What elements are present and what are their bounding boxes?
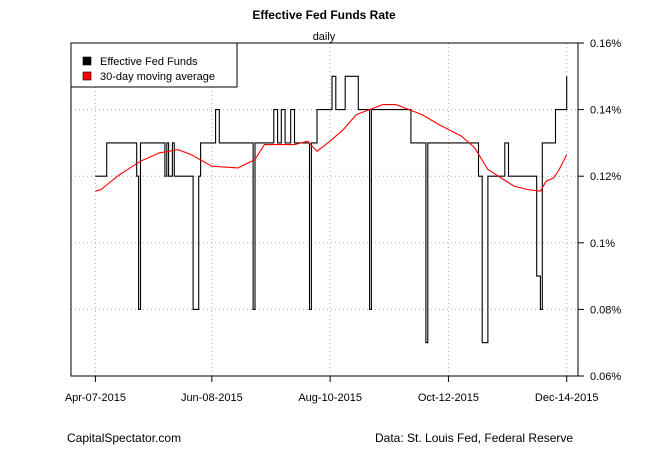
legend-label-moving-average: 30-day moving average [100, 71, 215, 83]
y-tick-label: 0.06% [590, 371, 621, 383]
series-effective-fed-funds-line [95, 75, 568, 344]
grid [71, 42, 578, 377]
y-tick-label: 0.16% [590, 38, 621, 50]
y-tick-label: 0.08% [590, 304, 621, 316]
chart-subtitle: daily [313, 31, 336, 43]
legend: Effective Fed Funds 30-day moving averag… [70, 42, 238, 88]
footer-source-site: CapitalSpectator.com [67, 431, 182, 445]
y-axis: 0.06% 0.08% 0.1% 0.12% 0.14% 0.16% [578, 38, 621, 383]
legend-swatch-moving-average [82, 71, 92, 81]
legend-box [70, 42, 238, 88]
y-tick-label: 0.1% [590, 238, 615, 250]
plot-frame [70, 42, 579, 377]
series-moving-average-line [95, 104, 568, 192]
y-tick-label: 0.14% [590, 105, 621, 117]
footer-data-credit: Data: St. Louis Fed, Federal Reserve [375, 431, 574, 445]
legend-swatch-effective-fed-funds [82, 56, 92, 66]
x-tick-label: Aug-10-2015 [298, 392, 362, 404]
x-tick-label: Dec-14-2015 [535, 392, 599, 404]
x-tick-label: Jun-08-2015 [181, 392, 243, 404]
x-axis: Apr-07-2015 Jun-08-2015 Aug-10-2015 Oct-12-… [65, 376, 599, 404]
series-layer [95, 75, 568, 344]
legend-label-effective-fed-funds: Effective Fed Funds [100, 56, 198, 68]
y-tick-label: 0.12% [590, 171, 621, 183]
x-tick-label: Apr-07-2015 [65, 392, 126, 404]
chart-title: Effective Fed Funds Rate [252, 8, 396, 22]
x-tick-label: Oct-12-2015 [418, 392, 479, 404]
